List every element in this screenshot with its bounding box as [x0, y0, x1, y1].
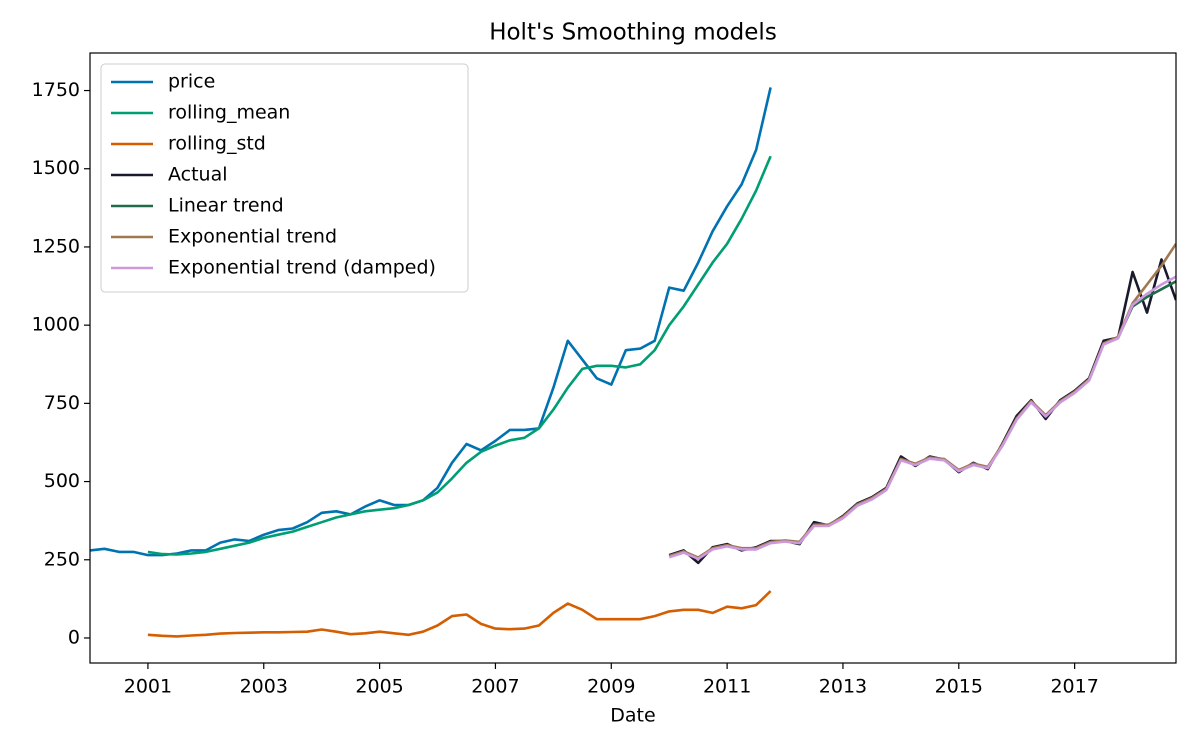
y-tick-label: 750: [44, 392, 80, 414]
x-tick-label: 2017: [1050, 676, 1098, 698]
legend-label: Actual: [168, 164, 228, 186]
x-axis-label: Date: [610, 705, 655, 727]
y-tick-label: 1500: [32, 157, 80, 179]
y-tick-label: 500: [44, 470, 80, 492]
plot-frame: [89, 52, 1177, 664]
legend-label: rolling_mean: [168, 102, 290, 124]
series-line: [668, 243, 1176, 559]
legend-label: Linear trend: [168, 195, 284, 217]
y-tick-label: 1250: [32, 235, 80, 257]
y-tick-label: 0: [68, 626, 80, 648]
x-tick-label: 2009: [587, 676, 635, 698]
x-tick-label: 2001: [124, 676, 172, 698]
series-line: [147, 590, 772, 638]
series-line: [668, 258, 1176, 565]
chart-title: Holt's Smoothing models: [489, 20, 777, 46]
y-tick-label: 1750: [32, 79, 80, 101]
series-line: [147, 155, 772, 556]
legend-box: [100, 63, 469, 293]
legend-label: price: [168, 71, 215, 93]
series-line: [668, 280, 1176, 560]
x-tick-label: 2003: [240, 676, 288, 698]
legend-label: rolling_std: [168, 133, 266, 155]
legend-label: Exponential trend: [168, 226, 337, 248]
series-line: [90, 87, 772, 557]
series-line: [668, 275, 1176, 561]
x-tick-label: 2015: [935, 676, 983, 698]
x-tick-label: 2007: [471, 676, 519, 698]
legend-label: Exponential trend (damped): [168, 257, 436, 279]
x-tick-label: 2011: [703, 676, 751, 698]
y-tick-label: 1000: [32, 314, 80, 336]
y-tick-label: 250: [44, 548, 80, 570]
x-tick-label: 2013: [819, 676, 867, 698]
x-tick-label: 2005: [355, 676, 403, 698]
